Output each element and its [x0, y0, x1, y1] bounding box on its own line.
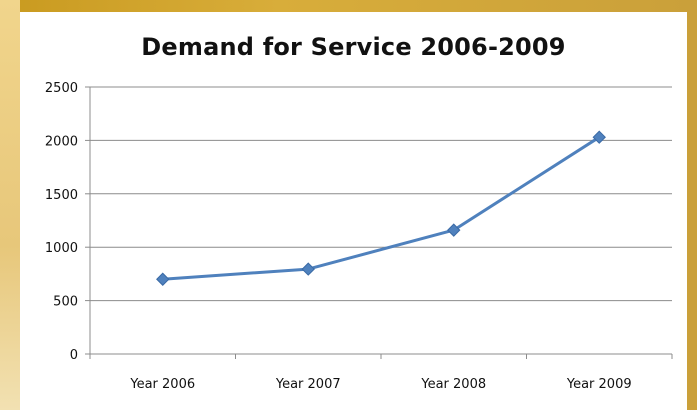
data-point-marker: [301, 262, 315, 276]
y-tick-label: 0: [70, 348, 78, 363]
data-point-marker: [156, 272, 170, 286]
x-tick-label: Year 2006: [129, 377, 195, 392]
x-tick-labels: Year 2006 Year 2007 Year 2008 Year 2009: [129, 377, 631, 392]
x-tick-label: Year 2009: [566, 377, 632, 392]
gridlines: [90, 86, 672, 302]
series: [156, 130, 606, 286]
y-tick-label: 1500: [45, 188, 78, 203]
data-point-marker: [592, 130, 606, 144]
y-tick-label: 500: [53, 295, 78, 310]
series-line: [162, 135, 601, 281]
y-tick-labels: 0 500 1000 1500 2000 2500: [45, 81, 78, 363]
y-tick-label: 2500: [45, 81, 78, 96]
data-point-marker: [447, 223, 461, 237]
y-tick-label: 2000: [45, 134, 78, 149]
x-tick-label: Year 2007: [275, 377, 341, 392]
axes: [85, 86, 673, 359]
chart-card: [20, 12, 687, 410]
slide-side-accent: [0, 0, 20, 410]
x-tick-label: Year 2008: [420, 377, 486, 392]
y-tick-label: 1000: [45, 241, 78, 256]
chart-title: Demand for Service 2006-2009: [141, 33, 566, 61]
